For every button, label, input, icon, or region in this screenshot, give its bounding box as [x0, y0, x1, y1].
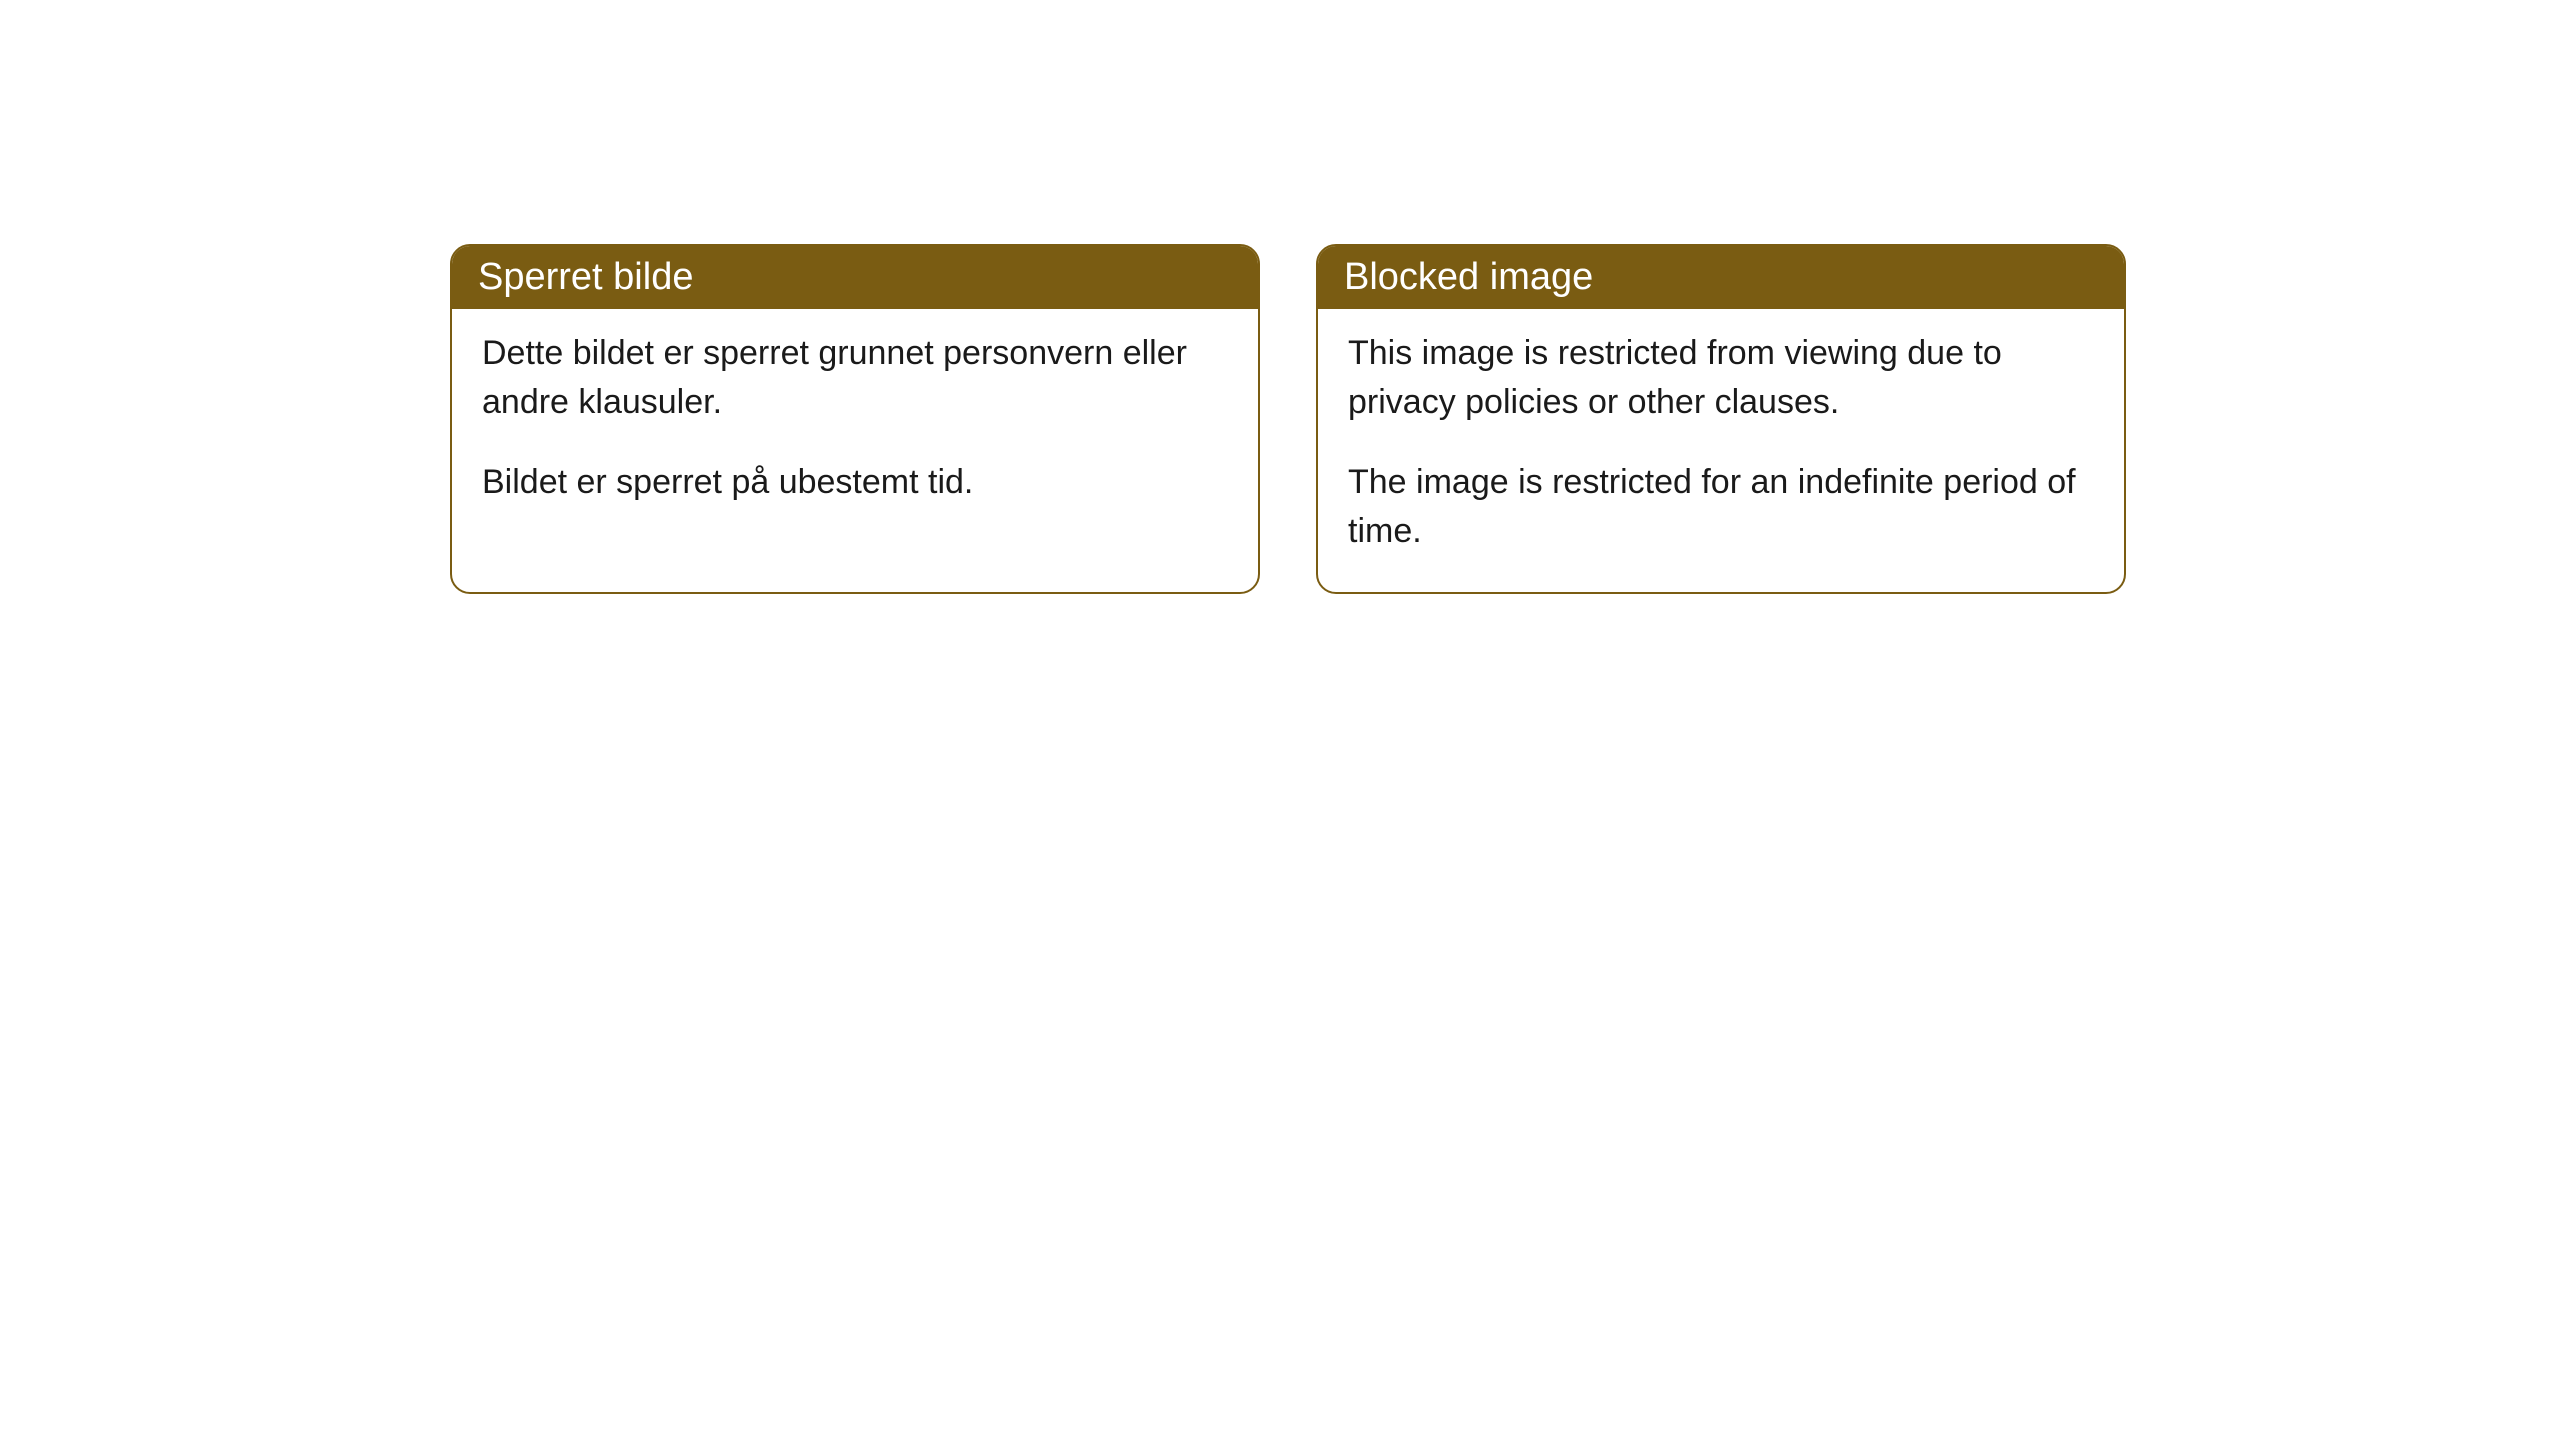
blocked-image-card-en: Blocked image This image is restricted f…	[1316, 244, 2126, 594]
card-text-en-1: This image is restricted from viewing du…	[1348, 329, 2094, 428]
notice-cards-container: Sperret bilde Dette bildet er sperret gr…	[450, 244, 2126, 594]
card-body-en: This image is restricted from viewing du…	[1318, 309, 2124, 592]
card-header-en: Blocked image	[1318, 246, 2124, 309]
card-body-no: Dette bildet er sperret grunnet personve…	[452, 309, 1258, 543]
card-text-no-1: Dette bildet er sperret grunnet personve…	[482, 329, 1228, 428]
card-text-en-2: The image is restricted for an indefinit…	[1348, 458, 2094, 557]
card-text-no-2: Bildet er sperret på ubestemt tid.	[482, 458, 1228, 507]
card-header-no: Sperret bilde	[452, 246, 1258, 309]
blocked-image-card-no: Sperret bilde Dette bildet er sperret gr…	[450, 244, 1260, 594]
